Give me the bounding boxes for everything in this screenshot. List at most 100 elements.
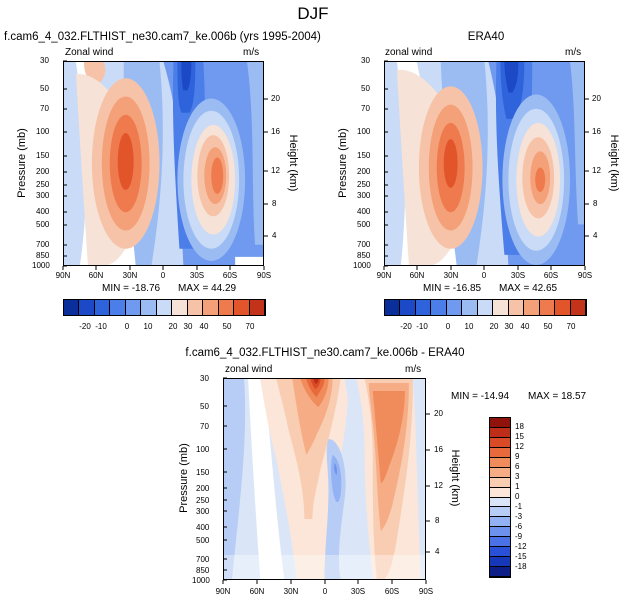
ytick: 400: [357, 207, 371, 216]
xtick: 90N: [215, 587, 231, 596]
cb-label: 50: [543, 322, 553, 331]
panel-era40-subtitle-right: m/s: [565, 47, 582, 58]
ytick-right: 12: [271, 166, 280, 175]
cb-label: 6: [515, 462, 520, 471]
ytick: 500: [357, 220, 371, 229]
panel-diff-title: f.cam6_4_032.FLTHIST_ne30.cam7_ke.006b -…: [185, 347, 465, 359]
panel-diff-axes: [222, 377, 430, 584]
colorbar-swatch: [431, 300, 447, 315]
colorbar-swatch: [490, 427, 510, 438]
xtick: 30S: [189, 271, 205, 280]
ytick: 70: [200, 422, 209, 431]
ytick-right: 4: [272, 231, 277, 240]
cb-label: 30: [183, 322, 193, 331]
ytick-right: 8: [435, 516, 440, 525]
colorbar-swatch: [385, 300, 401, 315]
colorbar-swatch: [490, 477, 510, 488]
colorbar-swatch: [490, 547, 510, 558]
colorbar-swatch: [110, 300, 126, 315]
panel-model-contour-field: [64, 62, 263, 265]
xtick: 0: [481, 271, 487, 280]
ytick-right: 4: [593, 231, 598, 240]
colorbar-swatch: [477, 300, 494, 315]
panel-model-min: MIN = -18.76: [102, 283, 161, 294]
cb-label: 0: [445, 322, 451, 331]
xtick: 0: [160, 271, 166, 280]
ytick: 150: [36, 151, 50, 160]
ytick: 30: [200, 374, 209, 383]
colorbar-swatch: [490, 537, 510, 548]
xtick: 30N: [443, 271, 459, 280]
ytick: 700: [357, 240, 371, 249]
cb-label: 30: [504, 322, 514, 331]
ytick: 700: [36, 240, 50, 249]
colorbar-swatch: [490, 437, 510, 448]
cb-label: 3: [515, 472, 520, 481]
xtick: 60S: [543, 271, 559, 280]
panel-model-subtitle-left: Zonal wind: [65, 47, 114, 58]
cb-label: 70: [566, 322, 576, 331]
ytick: 1000: [32, 261, 50, 270]
colorbar-swatch: [415, 300, 432, 315]
colorbar-swatch: [446, 300, 463, 315]
cb-label: 20: [489, 322, 499, 331]
ytick-right: 20: [434, 409, 443, 418]
cb-label: 10: [143, 322, 153, 331]
panel-model-axes: [62, 60, 268, 270]
ytick: 300: [36, 191, 50, 200]
xtick: 60S: [384, 587, 400, 596]
cb-label: -20: [79, 322, 91, 331]
panel-diff-colorbar: [489, 417, 511, 578]
panel-era40-contour-field: [385, 62, 584, 265]
ytick: 70: [40, 104, 49, 113]
panel-era40-min: MIN = -16.85: [423, 283, 482, 294]
panel-model-subtitle-right: m/s: [243, 47, 260, 58]
ytick: 200: [36, 167, 50, 176]
xtick: 30N: [122, 271, 138, 280]
cb-label: -10: [95, 322, 107, 331]
colorbar-swatch: [524, 300, 540, 315]
panel-model-ylabel-right: Height (km): [287, 134, 299, 192]
cb-label: 40: [199, 322, 209, 331]
colorbar-swatch: [249, 300, 266, 315]
ytick: 100: [36, 127, 50, 136]
cb-label: 40: [520, 322, 530, 331]
ytick: 150: [196, 468, 210, 477]
colorbar-swatch: [490, 418, 510, 428]
colorbar-swatch: [156, 300, 173, 315]
colorbar-swatch: [490, 567, 510, 577]
xtick: 30N: [283, 587, 299, 596]
ytick: 50: [40, 84, 49, 93]
ytick-right: 20: [592, 94, 601, 103]
colorbar-swatch: [462, 300, 478, 315]
ytick: 200: [196, 484, 210, 493]
ytick: 850: [36, 251, 50, 260]
xtick: 90S: [577, 271, 593, 280]
colorbar-swatch: [508, 300, 525, 315]
ytick: 1000: [192, 576, 210, 585]
cb-label: 9: [515, 452, 520, 461]
xtick: 60N: [88, 271, 104, 280]
panel-model-ylabel: Pressure (mb): [16, 128, 28, 198]
panel-era40-colorbar: [384, 299, 587, 316]
ytick: 150: [357, 151, 371, 160]
panel-era40-subtitle-left: zonal wind: [385, 47, 433, 58]
colorbar-swatch: [570, 300, 587, 315]
cb-label: -12: [515, 542, 527, 551]
colorbar-swatch: [490, 527, 510, 538]
ytick: 250: [357, 180, 371, 189]
ytick-right: 4: [435, 547, 440, 556]
xtick: 90S: [418, 587, 434, 596]
ytick: 250: [36, 180, 50, 189]
panel-model-max: MAX = 44.29: [178, 283, 237, 294]
colorbar-swatch: [490, 487, 510, 498]
cb-label: -20: [400, 322, 412, 331]
ytick-right: 8: [272, 199, 277, 208]
ytick: 500: [196, 536, 210, 545]
figure-title: DJF: [297, 4, 329, 23]
cb-label: 10: [464, 322, 474, 331]
colorbar-swatch: [490, 467, 510, 478]
colorbar-swatch: [218, 300, 235, 315]
ytick: 200: [357, 167, 371, 176]
cb-label: 0: [124, 322, 130, 331]
